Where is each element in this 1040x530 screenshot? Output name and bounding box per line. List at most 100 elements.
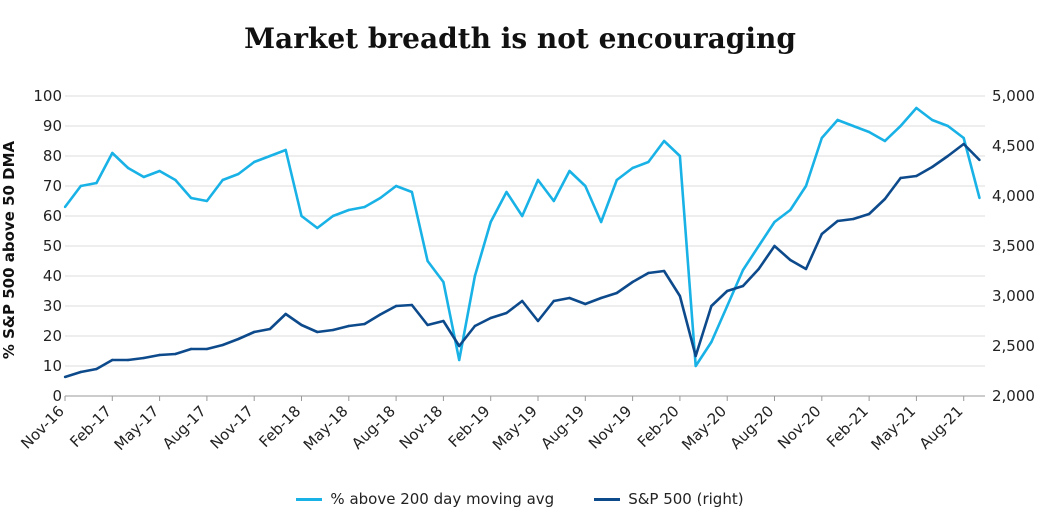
y2-tick-label: 3,000 [992,287,1035,305]
data-point [647,271,650,275]
data-point [931,118,934,122]
data-point [978,196,981,200]
y2-tick-label: 5,000 [992,87,1035,105]
legend-label-breadth: % above 200 day moving avg [330,490,555,508]
x-axis-ticks: Nov-16Feb-17May-17Aug-17Nov-17Feb-18May-… [17,396,967,454]
data-point [852,124,855,128]
data-point [631,280,634,284]
data-point [253,330,256,334]
data-point [331,328,335,332]
data-point [678,294,682,298]
data-point [410,303,414,307]
y-tick-label: 100 [33,87,62,105]
data-point [268,327,272,331]
data-point [836,219,839,223]
data-point [599,296,603,300]
data-point [946,124,950,128]
data-point [347,208,350,212]
data-point [63,205,67,209]
data-point [584,302,587,306]
data-point [426,323,429,327]
data-point [205,199,209,203]
y2-tick-label: 4,500 [992,137,1035,155]
y-tick-label: 80 [43,147,62,165]
data-point [268,154,272,158]
data-point [662,139,666,143]
data-point [473,324,477,328]
data-point [253,160,256,164]
data-point [568,169,571,173]
data-point [536,319,540,323]
x-tick-label: Feb-19 [445,402,494,451]
data-point [867,212,871,216]
y2-tick-label: 3,500 [992,237,1035,255]
data-point [568,296,571,300]
legend: % above 200 day moving avg S&P 500 (righ… [0,490,1040,508]
y-tick-label: 40 [43,267,62,285]
data-point [978,158,981,162]
data-point [820,136,823,140]
data-point [410,190,414,194]
data-point [126,358,130,362]
data-point [962,142,965,146]
x-tick-label: May-18 [300,402,352,454]
data-point [946,154,950,158]
data-point [284,312,287,316]
data-point [915,106,918,110]
data-point [789,258,792,262]
x-tick-label: Aug-20 [727,402,778,453]
data-point [710,340,713,344]
data-point [836,118,839,122]
legend-label-sp500: S&P 500 (right) [628,490,744,508]
data-point [599,220,603,224]
data-point [426,259,429,263]
data-point [615,178,618,182]
data-point [221,343,224,347]
data-point [95,181,98,185]
data-point [79,370,83,374]
data-point [662,269,666,273]
x-tick-label: Feb-17 [66,402,115,451]
x-tick-label: Feb-20 [634,402,683,451]
y-axis-label: % S&P 500 above 50 DMA [0,140,18,359]
data-point [505,190,508,194]
data-point [347,324,350,328]
data-point [189,196,193,200]
y-tick-label: 20 [43,327,62,345]
data-point [489,220,492,224]
data-point [174,352,177,356]
y-tick-label: 0 [52,387,62,405]
x-tick-label: Aug-18 [348,402,399,453]
x-tick-label: Nov-19 [585,402,635,452]
data-point [111,151,114,155]
data-point [584,184,587,188]
data-point [221,178,224,182]
data-point [899,124,902,128]
data-point [237,172,240,176]
data-point [142,356,145,360]
x-tick-label: Nov-18 [396,402,446,452]
data-point [883,139,887,143]
y2-tick-label: 2,500 [992,337,1035,355]
legend-swatch-breadth [296,497,323,501]
x-tick-label: May-21 [867,402,919,454]
y-tick-label: 10 [43,357,62,375]
data-point [757,244,760,248]
data-point [394,184,398,188]
y-tick-label: 30 [43,297,62,315]
data-point [158,353,161,357]
data-point [521,214,524,218]
x-tick-label: Aug-19 [537,402,588,453]
legend-swatch-sp500 [594,497,621,501]
series-lines [63,106,981,379]
data-point [111,358,114,362]
data-point [789,208,792,212]
data-point [915,174,918,178]
data-point [505,311,508,315]
data-point [741,284,745,288]
data-point [300,214,303,218]
legend-item-breadth: % above 200 day moving avg [296,490,554,508]
x-tick-label: Nov-17 [207,402,257,452]
data-point [442,319,445,323]
